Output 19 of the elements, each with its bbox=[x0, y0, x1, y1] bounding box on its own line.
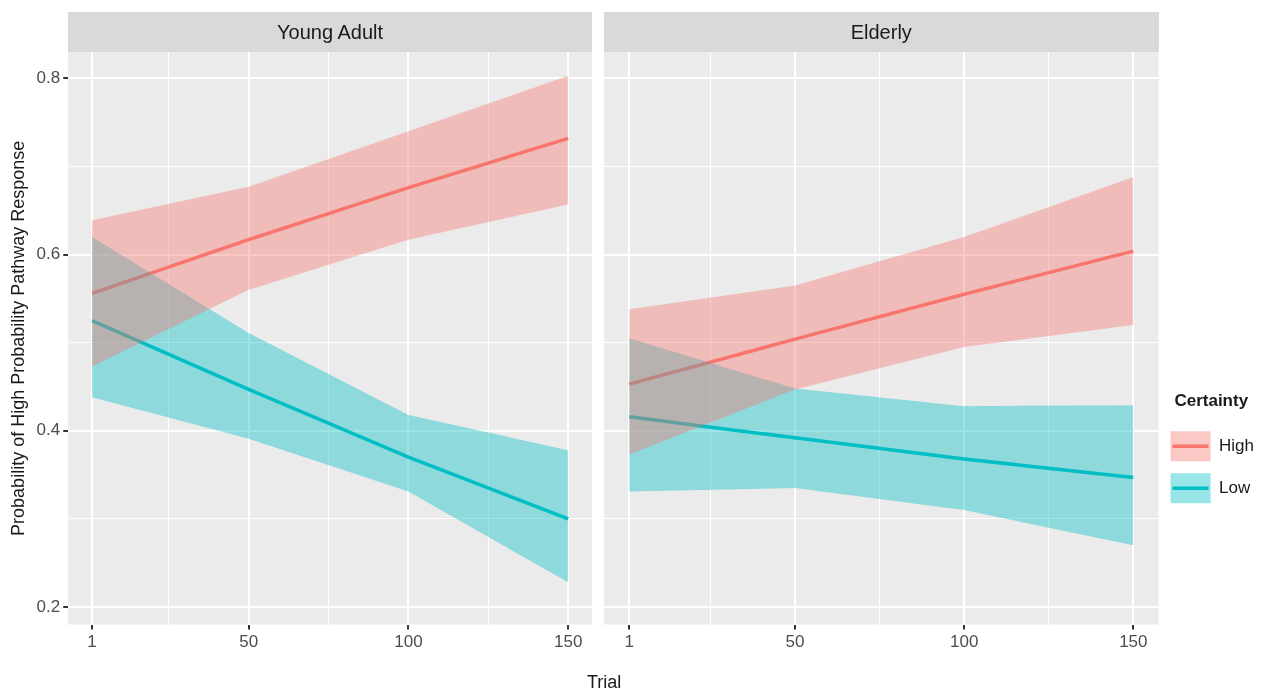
chart-title: Young Adult bbox=[68, 12, 592, 52]
x-tick-label: 100 bbox=[394, 632, 423, 652]
y-tick-label: 0.8 bbox=[36, 68, 61, 88]
legend-label: Low bbox=[1219, 477, 1251, 497]
x-tick-label: 1 bbox=[87, 632, 97, 652]
y-axis-title: Probability of High Probability Pathway Response bbox=[7, 140, 28, 536]
y-tick-label: 0.6 bbox=[36, 244, 61, 264]
legend-title: Certainty bbox=[1174, 390, 1249, 410]
chart-title: Elderly bbox=[604, 12, 1159, 52]
legend-label: High bbox=[1219, 435, 1255, 455]
y-tick-label: 0.2 bbox=[36, 596, 61, 616]
x-tick-label: 50 bbox=[785, 632, 805, 652]
x-tick-label: 50 bbox=[239, 632, 259, 652]
x-axis-title: Trial bbox=[587, 672, 622, 693]
x-tick-label: 150 bbox=[1119, 632, 1148, 652]
y-tick-label: 0.4 bbox=[36, 420, 61, 440]
x-tick-label: 150 bbox=[554, 632, 583, 652]
x-tick-label: 1 bbox=[624, 632, 634, 652]
x-tick-label: 100 bbox=[949, 632, 979, 652]
